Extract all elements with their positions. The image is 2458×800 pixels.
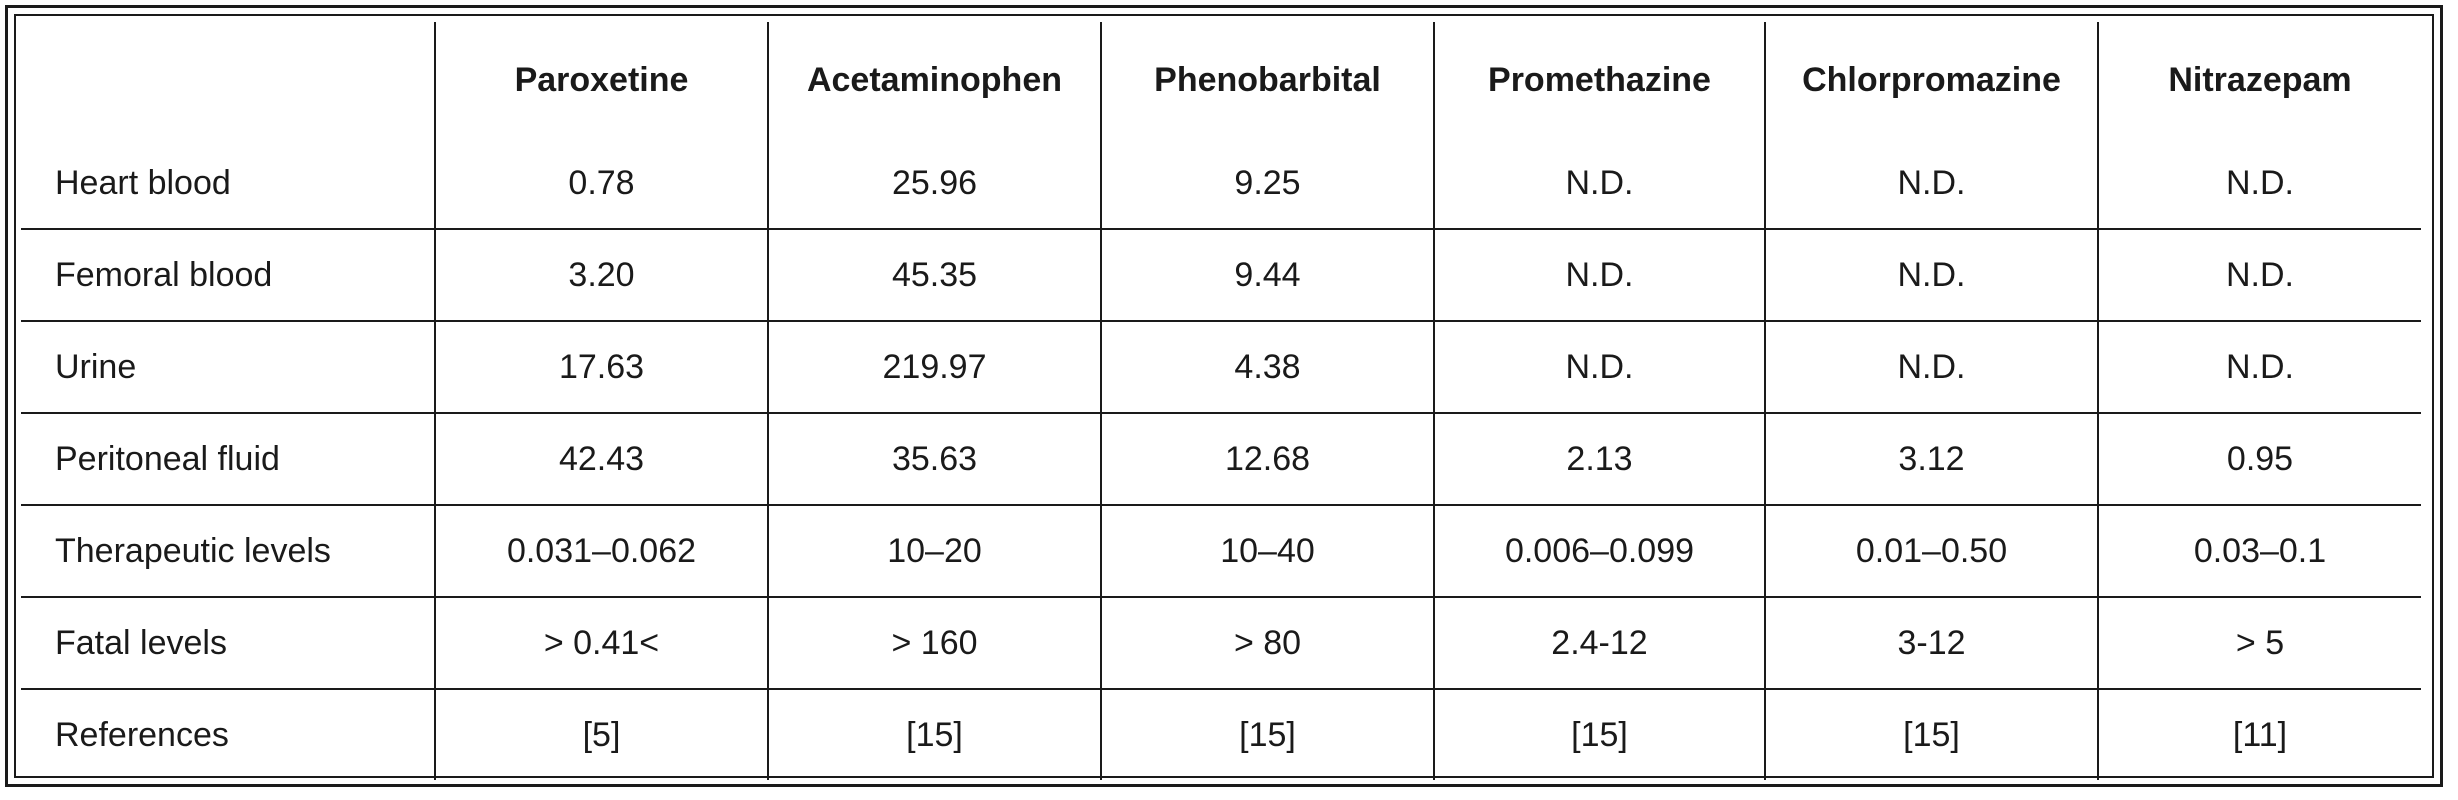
table-cell: 42.43 [434, 412, 769, 506]
table-row: References [5] [15] [15] [15] [15] [11] [21, 688, 2421, 780]
table-cell: 10–40 [1100, 504, 1435, 598]
table-cell: 0.03–0.1 [2097, 504, 2421, 598]
table-cell: [15] [1100, 688, 1435, 780]
header-row: Paroxetine Acetaminophen Phenobarbital P… [21, 22, 2421, 138]
table-cell: 17.63 [434, 320, 769, 414]
table-row: Fatal levels > 0.41< > 160 > 80 2.4-12 3-12 > … [21, 596, 2421, 690]
table-cell: > 5 [2097, 596, 2421, 690]
table-cell: 9.44 [1100, 228, 1435, 322]
column-header: Promethazine [1433, 22, 1766, 138]
column-header: Paroxetine [434, 22, 769, 138]
row-label: Femoral blood [21, 228, 436, 322]
table-cell: 35.63 [767, 412, 1102, 506]
table-cell: 2.13 [1433, 412, 1766, 506]
table-inner-frame: Paroxetine Acetaminophen Phenobarbital P… [14, 14, 2434, 780]
table-cell: [5] [434, 688, 769, 780]
table-cell: N.D. [2097, 138, 2421, 230]
table-cell: > 0.41< [434, 596, 769, 690]
table-cell: 9.25 [1100, 138, 1435, 230]
table-cell: 0.006–0.099 [1433, 504, 1766, 598]
table-cell: 0.95 [2097, 412, 2421, 506]
table-cell: [15] [1764, 688, 2099, 780]
table-row: Femoral blood 3.20 45.35 9.44 N.D. N.D. N.D. [21, 228, 2421, 322]
column-header: Nitrazepam [2097, 22, 2421, 138]
row-label: Fatal levels [21, 596, 436, 690]
table-cell: 3.20 [434, 228, 769, 322]
table-cell: N.D. [1764, 320, 2099, 414]
table-cell: N.D. [1433, 138, 1766, 230]
table-cell: [15] [767, 688, 1102, 780]
table-cell: 25.96 [767, 138, 1102, 230]
table-cell: N.D. [1764, 138, 2099, 230]
table-cell: 0.01–0.50 [1764, 504, 2099, 598]
table-row: Peritoneal fluid 42.43 35.63 12.68 2.13 3.12 0… [21, 412, 2421, 506]
table-cell: 12.68 [1100, 412, 1435, 506]
table-cell: N.D. [2097, 228, 2421, 322]
row-label: Peritoneal fluid [21, 412, 436, 506]
row-label: Urine [21, 320, 436, 414]
table-cell: 45.35 [767, 228, 1102, 322]
table-cell: 2.4-12 [1433, 596, 1766, 690]
column-header: Acetaminophen [767, 22, 1102, 138]
table-cell: N.D. [1433, 228, 1766, 322]
row-label: Heart blood [21, 138, 436, 230]
drug-concentration-table: Paroxetine Acetaminophen Phenobarbital P… [21, 22, 2421, 780]
table-cell: 219.97 [767, 320, 1102, 414]
table-cell: 10–20 [767, 504, 1102, 598]
table-cell: N.D. [1433, 320, 1766, 414]
table-cell: 3.12 [1764, 412, 2099, 506]
row-label: Therapeutic levels [21, 504, 436, 598]
table-cell: 0.78 [434, 138, 769, 230]
column-header: Phenobarbital [1100, 22, 1435, 138]
table-cell: > 160 [767, 596, 1102, 690]
table-cell: 4.38 [1100, 320, 1435, 414]
table-cell: N.D. [2097, 320, 2421, 414]
table-row: Urine 17.63 219.97 4.38 N.D. N.D. N.D. [21, 320, 2421, 414]
table-body: Heart blood 0.78 25.96 9.25 N.D. N.D. N.D. Femo… [21, 138, 2421, 780]
corner-cell [21, 22, 436, 138]
table-cell: [11] [2097, 688, 2421, 780]
table-row: Therapeutic levels 0.031–0.062 10–20 10–40 0… [21, 504, 2421, 598]
table-cell: N.D. [1764, 228, 2099, 322]
table-cell: 3-12 [1764, 596, 2099, 690]
table-cell: 0.031–0.062 [434, 504, 769, 598]
column-header: Chlorpromazine [1764, 22, 2099, 138]
row-label: References [21, 688, 436, 780]
table-outer-frame: Paroxetine Acetaminophen Phenobarbital P… [5, 5, 2443, 787]
table-cell: [15] [1433, 688, 1766, 780]
table-row: Heart blood 0.78 25.96 9.25 N.D. N.D. N.D. [21, 138, 2421, 230]
table-cell: > 80 [1100, 596, 1435, 690]
